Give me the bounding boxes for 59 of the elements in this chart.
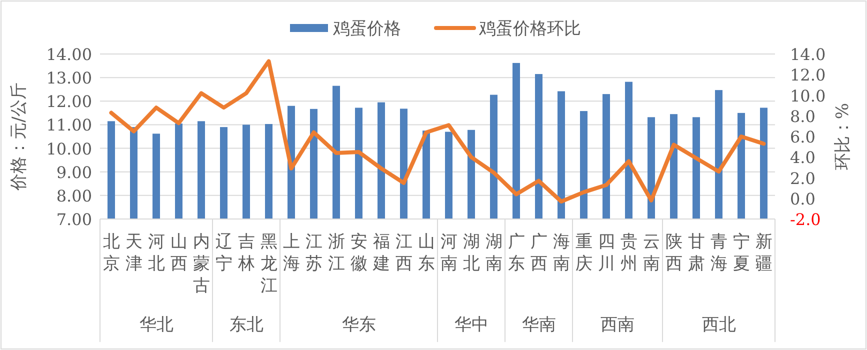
y2-tick-label: 14.0	[790, 45, 826, 64]
x-tick-label: 甘肃	[688, 232, 705, 274]
y2-tick-label: 6.0	[790, 128, 816, 146]
y-tick-label: 10.00	[46, 139, 92, 158]
y2-tick-label: 0.0	[790, 189, 816, 208]
y-tick-label: 12.00	[46, 92, 92, 112]
x-tick-label: 山东	[418, 232, 435, 274]
y-tick-label: 11.00	[46, 116, 92, 135]
line-series	[109, 59, 766, 204]
x-tick-label: 黑龙江	[260, 232, 278, 296]
x-tick-label: 陕西	[665, 232, 682, 274]
x-tick-label: 四川	[598, 232, 615, 274]
x-tick-label: 广西	[530, 232, 548, 274]
y2-tick-label: 12.0	[790, 66, 826, 85]
x-tick-label: 山西	[170, 232, 188, 274]
x-tick-label: 贵州	[620, 232, 638, 274]
y-tick-label: 7.00	[56, 210, 92, 229]
legend-label: 鸡蛋价格	[332, 19, 401, 39]
x-tick-label: 河北	[148, 232, 165, 274]
x-tick-label: 新疆	[755, 232, 772, 274]
y2-tick-label: 10.0	[790, 86, 826, 106]
x-tick-label: 广东	[508, 232, 525, 274]
x-tick-label: 福建	[372, 232, 390, 274]
x-tick-label: 安徽	[350, 232, 368, 274]
y2-tick-label: -2.0	[790, 210, 821, 229]
x-tick-label: 浙江	[328, 232, 345, 274]
x-tick-label: 湖北	[462, 232, 480, 274]
y-axis-title: 价格：元/公斤	[9, 82, 29, 192]
x-tick-label: 湖南	[485, 232, 502, 274]
y2-tick-label: 2.0	[790, 168, 816, 188]
y2-tick-label: 4.0	[790, 148, 816, 168]
x-tick-label: 辽宁	[215, 232, 232, 274]
y2-axis-title: 环比：%	[833, 102, 853, 170]
x-tick-label: 天津	[125, 232, 142, 274]
x-tick-label: 内蒙古	[192, 232, 210, 296]
x-tick-label: 河南	[440, 232, 458, 274]
text: 华南	[522, 315, 556, 335]
x-tick-label: 宁夏	[732, 232, 750, 274]
x-tick-label: 江西	[395, 232, 412, 274]
x-tick-label: 江苏	[305, 232, 322, 274]
text: 华北	[139, 315, 174, 335]
x-tick-label: 海南	[552, 232, 570, 274]
x-tick-label: 重庆	[575, 232, 592, 274]
y-tick-label: 14.00	[46, 45, 92, 64]
text: 西北	[702, 315, 736, 335]
y-tick-label: 13.00	[46, 68, 92, 88]
text: 西南	[600, 315, 634, 335]
y-tick-label: 8.00	[56, 186, 92, 206]
x-tick-label: 北京	[102, 232, 120, 274]
text: 华中	[454, 315, 488, 335]
x-tick-label: 云南	[642, 232, 660, 274]
text: 东北	[229, 315, 264, 335]
text: 华东	[342, 315, 376, 335]
legend-label: 鸡蛋价格环比	[478, 19, 581, 39]
y2-tick-label: 8.0	[790, 106, 816, 126]
x-tick-label: 青海	[710, 232, 728, 274]
y-tick-label: 9.00	[56, 162, 92, 182]
x-tick-label: 上海	[282, 232, 300, 274]
x-tick-label: 吉林	[236, 232, 255, 274]
